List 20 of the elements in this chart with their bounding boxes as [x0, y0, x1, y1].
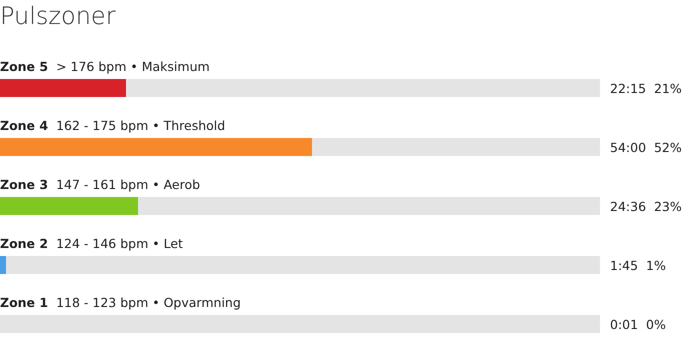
- bar: [0, 197, 138, 215]
- total-label: 54:00 52%: [610, 140, 682, 155]
- chart-title: Pulszoner: [0, 2, 116, 30]
- bar: [126, 79, 600, 97]
- total-label: 1:45 1%: [610, 258, 666, 273]
- bar: [312, 138, 600, 156]
- y-tick-label: Zone 2 124 - 146 bpm • Let: [0, 236, 184, 251]
- bar: [0, 256, 6, 274]
- y-tick-label: Zone 5 > 176 bpm • Maksimum: [0, 59, 210, 74]
- bar: [0, 138, 312, 156]
- total-label: 0:01 0%: [610, 317, 666, 332]
- total-label: 22:15 21%: [610, 81, 682, 96]
- bar: [6, 256, 600, 274]
- total-label: 24:36 23%: [610, 199, 682, 214]
- y-tick-label: Zone 4 162 - 175 bpm • Threshold: [0, 118, 226, 133]
- y-tick-label: Zone 1 118 - 123 bpm • Opvarmning: [0, 295, 241, 310]
- y-tick-label: Zone 3 147 - 161 bpm • Aerob: [0, 177, 200, 192]
- bar: [138, 197, 600, 215]
- bar: [0, 79, 126, 97]
- bar: [0, 315, 600, 333]
